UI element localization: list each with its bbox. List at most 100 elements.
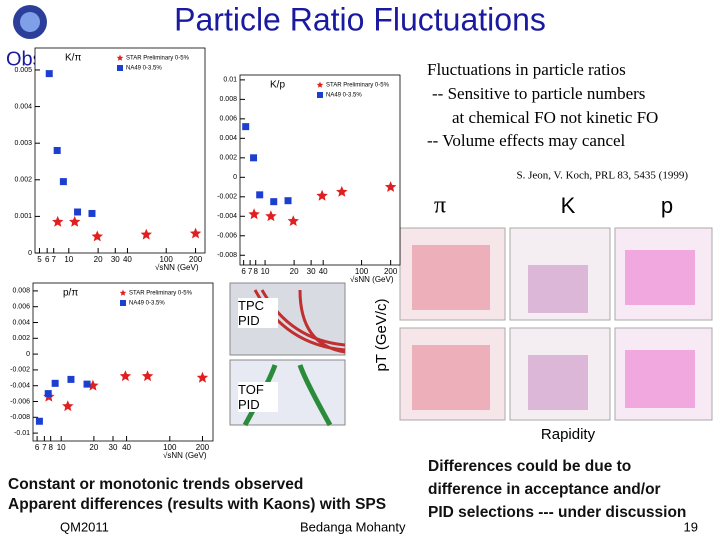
data-point — [91, 230, 103, 242]
data-point — [248, 208, 260, 220]
rapidity-panels — [399, 227, 713, 421]
slide-title: Particle Ratio Fluctuations — [174, 1, 546, 37]
chart-title: K/π — [65, 53, 81, 64]
y-tick-label: 0.006 — [219, 116, 237, 123]
data-point — [384, 181, 397, 192]
conclusion-line: difference in acceptance and/or — [428, 481, 661, 498]
pt-axis-label: pT (GeV/c) — [373, 298, 390, 371]
data-point — [83, 380, 91, 388]
x-tick-label: 200 — [196, 443, 210, 452]
x-tick-label: 40 — [319, 267, 328, 276]
legend-marker — [119, 289, 127, 296]
x-tick-label: 40 — [123, 255, 132, 264]
x-tick-label: 6 — [35, 443, 40, 452]
logo-inner — [20, 12, 40, 32]
pid-label: π — [434, 193, 446, 219]
data-point — [44, 390, 52, 398]
x-tick-label: 20 — [290, 267, 299, 276]
conclusions: Constant or monotonic trends observed Ap… — [8, 458, 686, 521]
plot-area — [239, 74, 401, 266]
pid-label: K — [561, 193, 576, 218]
data-point — [196, 371, 209, 383]
conclusion-line: Apparent differences (results with Kaons… — [8, 496, 386, 513]
y-tick-label: 0.005 — [14, 67, 32, 74]
x-tick-label: 6 — [241, 267, 246, 276]
y-tick-label: 0.002 — [12, 335, 30, 342]
note-line: -- Sensitive to particle numbers — [432, 84, 645, 103]
notes: Fluctuations in particle ratios -- Sensi… — [427, 60, 688, 182]
y-tick-label: 0 — [26, 351, 30, 358]
y-tick-label: -0.004 — [217, 213, 237, 220]
data-point — [51, 379, 59, 387]
x-tick-label: 6 — [45, 255, 50, 264]
data-point — [119, 370, 132, 382]
data-point — [189, 227, 202, 239]
y-tick-label: -0.006 — [217, 233, 237, 240]
y-tick-label: -0.002 — [217, 194, 237, 201]
x-tick-label: 10 — [261, 267, 270, 276]
x-tick-label: 8 — [253, 267, 258, 276]
legend-label: STAR Preliminary 0-5% — [126, 56, 190, 62]
conclusion-line: Differences could be due to — [428, 458, 631, 475]
x-tick-label: 10 — [64, 255, 73, 264]
x-tick-label: 20 — [94, 255, 103, 264]
x-axis-label: √sNN (GeV) — [163, 451, 207, 460]
y-tick-label: -0.008 — [10, 414, 30, 421]
x-tick-label: 40 — [122, 443, 131, 452]
y-tick-label: 0.002 — [219, 155, 237, 162]
data-point — [265, 210, 277, 222]
legend-label: NA49 0-3.5% — [129, 301, 165, 307]
tof-label-box: TOF PID — [238, 382, 278, 412]
data-point — [53, 147, 61, 154]
legend-marker — [316, 81, 324, 88]
y-tick-label: 0.008 — [12, 288, 30, 295]
footer-conference: QM2011 — [60, 519, 109, 534]
tpc-label-box: TPC PID — [238, 298, 278, 328]
y-tick-label: -0.008 — [217, 252, 237, 259]
x-tick-label: 30 — [307, 267, 316, 276]
y-tick-label: 0.01 — [223, 77, 237, 84]
legend-marker — [117, 65, 123, 71]
data-point — [250, 154, 258, 162]
chart-title: K/p — [270, 80, 285, 91]
y-tick-label: 0.008 — [219, 96, 237, 103]
panel-fill — [528, 355, 588, 410]
legend-label: STAR Preliminary 0-5% — [129, 291, 193, 297]
y-tick-label: 0.003 — [14, 140, 32, 147]
data-point — [52, 215, 64, 227]
conclusion-line: Constant or monotonic trends observed — [8, 476, 303, 493]
x-tick-label: 7 — [42, 443, 47, 452]
page-number: 19 — [684, 519, 698, 534]
data-point — [62, 400, 74, 412]
data-point — [287, 215, 299, 226]
panel-fill — [412, 345, 490, 410]
x-tick-label: 100 — [160, 255, 174, 264]
data-point — [316, 189, 328, 201]
rapidity-label: Rapidity — [541, 426, 596, 443]
data-point — [141, 370, 154, 382]
data-point — [140, 228, 152, 240]
panel-fill — [412, 245, 490, 310]
mini-chart: -0.01 -0.008 -0.006 -0.004 -0.002 0 0.002 0.004… — [10, 282, 214, 460]
x-axis-label: √sNN (GeV) — [350, 275, 394, 284]
x-tick-label: 200 — [189, 255, 203, 264]
data-point — [87, 379, 99, 391]
data-point — [35, 417, 43, 425]
x-tick-label: 200 — [384, 267, 398, 276]
x-tick-label: 8 — [48, 443, 53, 452]
y-tick-label: -0.01 — [14, 430, 30, 437]
x-tick-label: 5 — [37, 255, 42, 264]
note-line: Fluctuations in particle ratios — [427, 60, 626, 79]
x-tick-label: 20 — [89, 443, 98, 452]
mini-chart: -0.008 -0.006 -0.004 -0.002 0 0.002 0.004 0.006… — [217, 74, 401, 284]
x-tick-label: 30 — [109, 443, 118, 452]
data-point — [45, 70, 53, 78]
data-point — [270, 198, 278, 206]
y-tick-label: 0.004 — [12, 319, 30, 326]
data-point — [59, 178, 67, 186]
legend-marker — [116, 54, 124, 61]
y-tick-label: -0.004 — [10, 383, 30, 390]
y-tick-label: -0.002 — [10, 367, 30, 374]
